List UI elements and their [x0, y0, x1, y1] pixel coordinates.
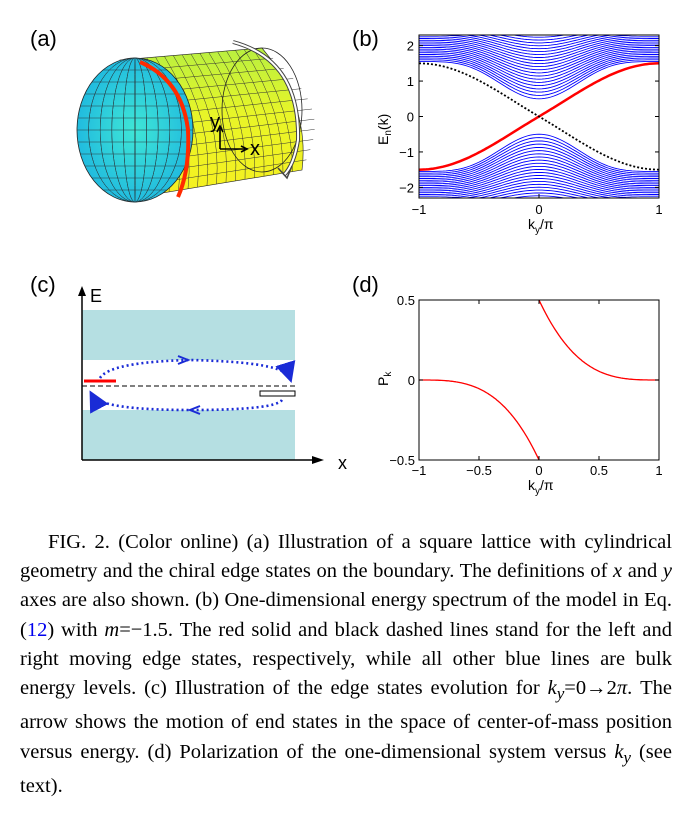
- edge-evolution-diagram: E x: [78, 286, 347, 473]
- lower-band: [82, 410, 295, 460]
- plot-b-ytick-label: 2: [407, 39, 414, 54]
- plot-b-xlabel: ky/π: [528, 216, 554, 236]
- upper-band: [82, 310, 295, 360]
- panel-d-label: (d): [352, 272, 379, 297]
- diagram-xlabel: x: [338, 453, 347, 473]
- plot-d-xtick-label: −1: [412, 463, 427, 478]
- equation-reference-link[interactable]: 12: [26, 618, 48, 641]
- plot-d-xtick-label: 0.5: [590, 463, 608, 478]
- panel-a-label: (a): [30, 26, 57, 51]
- polarization-curve-left: [419, 379, 540, 460]
- plot-d-xtick-label: −0.5: [466, 463, 492, 478]
- plot-d-ytick-label: 0.5: [397, 293, 415, 308]
- plot-d-xlabel: ky/π: [528, 477, 554, 497]
- plot-b-ticks: 2 1 0 −1 −2 −1 0 1: [399, 39, 662, 217]
- bulk-bands: [419, 35, 659, 198]
- plot-b-ylabel: En(k): [375, 114, 394, 145]
- plot-d-ytick-label: 0: [408, 373, 415, 388]
- lower-evolution-path: [89, 390, 284, 414]
- panel-b-label: (b): [352, 26, 379, 51]
- caption-fig-number: FIG. 2.: [48, 531, 110, 553]
- figure-panels: (a) y x (b) 2 1 0 −1 −2 −1 0 1 En(k) ky/π: [30, 26, 663, 497]
- figure-caption: FIG. 2. (Color online) (a) Illustration …: [20, 531, 673, 797]
- plot-b-xtick-label: −1: [412, 202, 427, 217]
- plot-d-xtick-label: 0: [535, 463, 542, 478]
- plot-d-xtick-label: 1: [655, 463, 662, 478]
- axis-y-label: y: [210, 111, 220, 133]
- plot-b-ytick-label: −1: [399, 145, 414, 160]
- chiral-edge-state: [139, 60, 191, 198]
- plot-d-ytick-label: −0.5: [389, 453, 415, 468]
- right-moving-edge-state: [419, 62, 659, 171]
- axis-arrows: [216, 124, 249, 153]
- plot-b-ytick-label: −2: [399, 180, 414, 195]
- spectrum-plot: 2 1 0 −1 −2 −1 0 1 En(k) ky/π: [375, 34, 663, 236]
- upper-evolution-path: [98, 358, 296, 383]
- polarization-curve-right: [538, 300, 659, 381]
- cylinder-illustration: y x: [76, 40, 315, 203]
- right-end-state: [259, 390, 296, 397]
- axis-x-label: x: [250, 138, 260, 160]
- plot-b-ytick-label: 0: [407, 110, 414, 125]
- plot-b-xtick-label: 0: [535, 202, 542, 217]
- panel-c-label: (c): [30, 272, 56, 297]
- plot-b-ytick-label: 1: [407, 74, 414, 89]
- diagram-ylabel: E: [90, 286, 102, 306]
- plot-d-ticks: 0.50−0.5−1 −0.5 0 0.5 1: [389, 293, 662, 478]
- polarization-plot: 0.50−0.5−1 −0.5 0 0.5 1 Pk ky/π: [375, 293, 663, 497]
- plot-d-frame: [418, 299, 660, 461]
- plot-d-ylabel: Pk: [375, 371, 394, 386]
- plot-b-xtick-label: 1: [655, 202, 662, 217]
